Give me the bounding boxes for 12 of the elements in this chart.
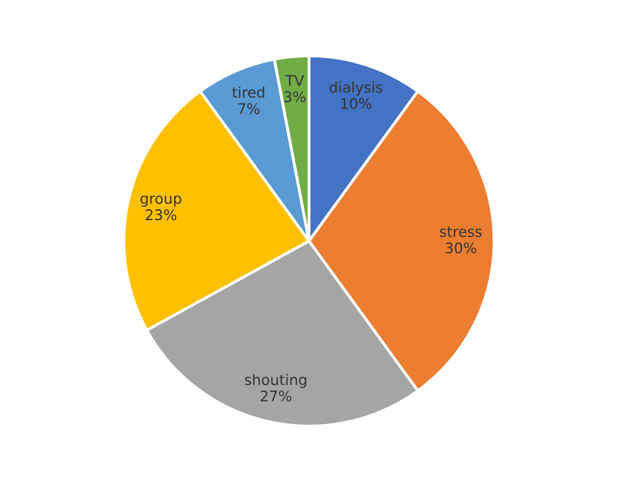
data-label: 10% bbox=[341, 98, 372, 110]
data-label: 27% bbox=[260, 390, 292, 402]
data-label: 3% bbox=[284, 91, 306, 102]
data-label: 7% bbox=[238, 103, 260, 114]
slice-label: tired bbox=[232, 86, 264, 98]
data-label: 30% bbox=[446, 242, 476, 254]
slice-label: stress bbox=[440, 226, 482, 238]
data-label: 23% bbox=[146, 209, 176, 220]
slice-label: dialysis bbox=[330, 81, 382, 96]
slice-label: TV bbox=[285, 75, 304, 86]
slice-label: shouting bbox=[245, 374, 306, 388]
slice-label: group bbox=[140, 196, 182, 207]
